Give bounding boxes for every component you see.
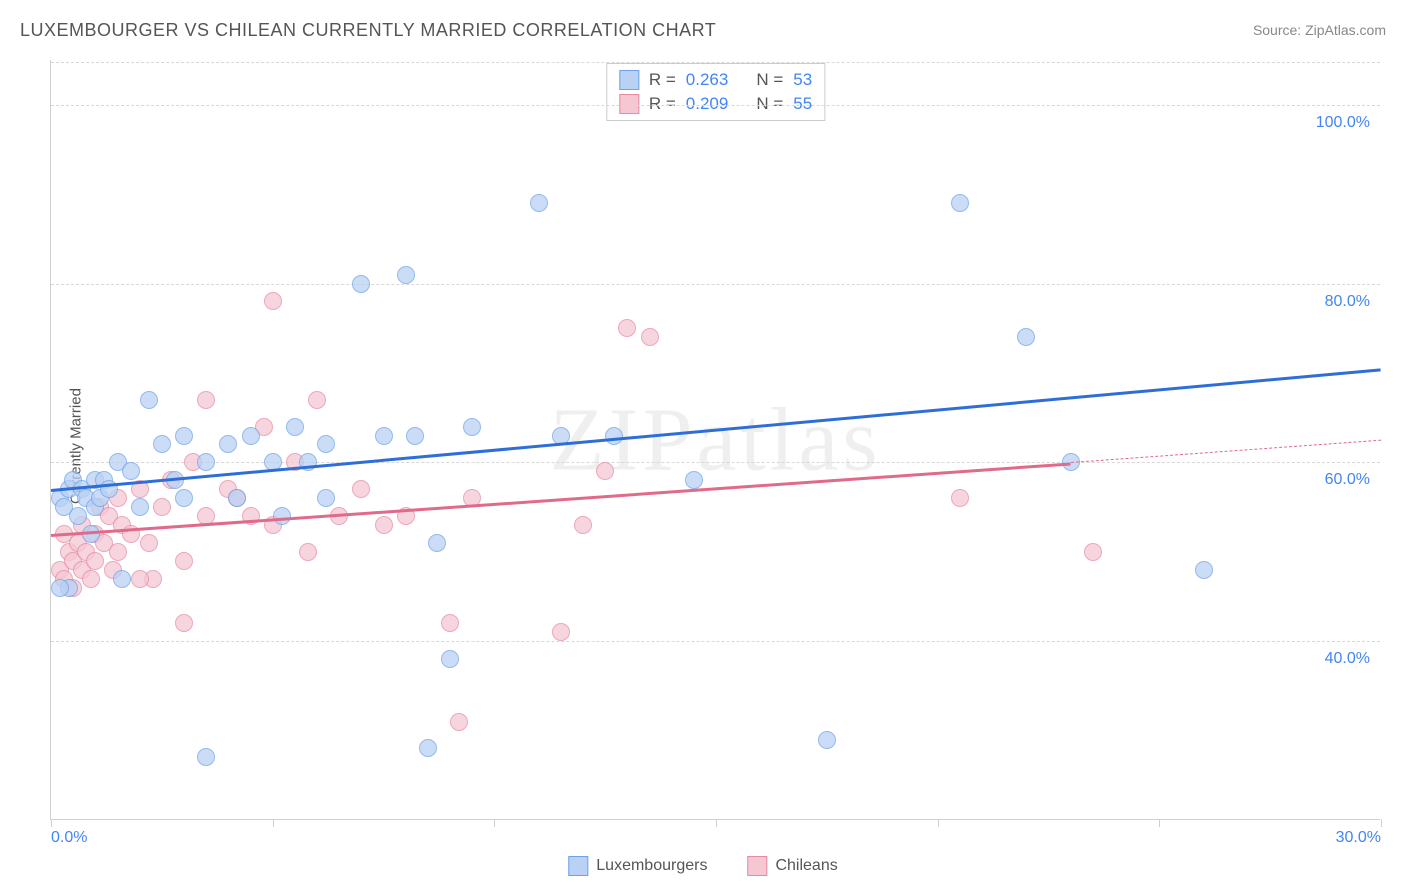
xtick bbox=[51, 819, 52, 827]
data-point bbox=[264, 292, 282, 310]
data-point bbox=[175, 489, 193, 507]
bottom-legend: Luxembourgers Chileans bbox=[568, 856, 837, 876]
trend-line bbox=[51, 462, 1071, 536]
data-point bbox=[175, 552, 193, 570]
data-point bbox=[228, 489, 246, 507]
legend-label: Luxembourgers bbox=[596, 857, 707, 875]
gridline bbox=[51, 105, 1380, 106]
stat-n-value: 53 bbox=[793, 70, 812, 90]
data-point bbox=[375, 427, 393, 445]
data-point bbox=[153, 498, 171, 516]
data-point bbox=[131, 498, 149, 516]
data-point bbox=[641, 328, 659, 346]
xtick-label: 0.0% bbox=[51, 829, 87, 847]
chart-container: LUXEMBOURGER VS CHILEAN CURRENTLY MARRIE… bbox=[0, 0, 1406, 892]
data-point bbox=[113, 570, 131, 588]
ytick-label: 80.0% bbox=[1325, 293, 1370, 311]
data-point bbox=[197, 391, 215, 409]
xtick bbox=[716, 819, 717, 827]
data-point bbox=[1084, 543, 1102, 561]
data-point bbox=[1195, 561, 1213, 579]
data-point bbox=[428, 534, 446, 552]
data-point bbox=[450, 713, 468, 731]
data-point bbox=[951, 194, 969, 212]
data-point bbox=[51, 579, 69, 597]
plot-area: ZIPatlas R = 0.263 N = 53 R = 0.209 N = … bbox=[50, 60, 1380, 820]
data-point bbox=[375, 516, 393, 534]
ytick-label: 100.0% bbox=[1316, 114, 1370, 132]
gridline bbox=[51, 641, 1380, 642]
xtick bbox=[494, 819, 495, 827]
data-point bbox=[109, 543, 127, 561]
data-point bbox=[685, 471, 703, 489]
data-point bbox=[352, 275, 370, 293]
data-point bbox=[175, 427, 193, 445]
legend-item-luxembourgers: Luxembourgers bbox=[568, 856, 707, 876]
data-point bbox=[273, 507, 291, 525]
source-label: Source: ZipAtlas.com bbox=[1253, 22, 1386, 38]
data-point bbox=[951, 489, 969, 507]
gridline bbox=[51, 284, 1380, 285]
data-point bbox=[299, 543, 317, 561]
stat-row-1: R = 0.263 N = 53 bbox=[619, 68, 812, 92]
data-point bbox=[317, 435, 335, 453]
ytick-label: 60.0% bbox=[1325, 471, 1370, 489]
gridline bbox=[51, 462, 1380, 463]
stat-r-value: 0.263 bbox=[686, 70, 729, 90]
data-point bbox=[574, 516, 592, 534]
xtick bbox=[1159, 819, 1160, 827]
data-point bbox=[317, 489, 335, 507]
swatch-luxembourgers bbox=[568, 856, 588, 876]
data-point bbox=[605, 427, 623, 445]
stat-r-label: R = bbox=[649, 70, 676, 90]
xtick bbox=[273, 819, 274, 827]
data-point bbox=[618, 319, 636, 337]
data-point bbox=[197, 748, 215, 766]
ytick-label: 40.0% bbox=[1325, 650, 1370, 668]
data-point bbox=[82, 570, 100, 588]
data-point bbox=[441, 650, 459, 668]
data-point bbox=[463, 418, 481, 436]
swatch-chileans bbox=[747, 856, 767, 876]
data-point bbox=[552, 623, 570, 641]
chart-title: LUXEMBOURGER VS CHILEAN CURRENTLY MARRIE… bbox=[20, 20, 716, 41]
stat-box: R = 0.263 N = 53 R = 0.209 N = 55 bbox=[606, 63, 825, 121]
legend-label: Chileans bbox=[775, 857, 837, 875]
data-point bbox=[308, 391, 326, 409]
data-point bbox=[86, 552, 104, 570]
data-point bbox=[242, 427, 260, 445]
data-point bbox=[219, 435, 237, 453]
data-point bbox=[140, 534, 158, 552]
swatch-series-1 bbox=[619, 70, 639, 90]
data-point bbox=[397, 266, 415, 284]
data-point bbox=[530, 194, 548, 212]
xtick-label: 30.0% bbox=[1336, 829, 1381, 847]
data-point bbox=[69, 507, 87, 525]
data-point bbox=[596, 462, 614, 480]
data-point bbox=[352, 480, 370, 498]
legend-item-chileans: Chileans bbox=[747, 856, 837, 876]
data-point bbox=[286, 418, 304, 436]
gridline bbox=[51, 62, 1380, 63]
data-point bbox=[153, 435, 171, 453]
data-point bbox=[406, 427, 424, 445]
data-point bbox=[197, 453, 215, 471]
data-point bbox=[122, 462, 140, 480]
data-point bbox=[818, 731, 836, 749]
data-point bbox=[419, 739, 437, 757]
data-point bbox=[131, 570, 149, 588]
data-point bbox=[175, 614, 193, 632]
xtick bbox=[1381, 819, 1382, 827]
data-point bbox=[140, 391, 158, 409]
trend-line bbox=[1071, 440, 1381, 463]
stat-n-label: N = bbox=[756, 70, 783, 90]
xtick bbox=[938, 819, 939, 827]
data-point bbox=[441, 614, 459, 632]
data-point bbox=[1017, 328, 1035, 346]
